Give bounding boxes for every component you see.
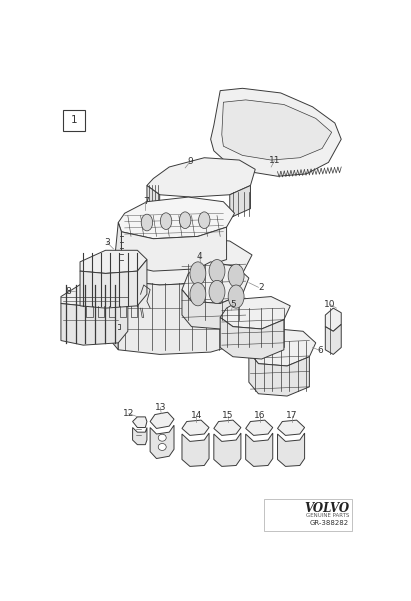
Ellipse shape bbox=[158, 444, 166, 450]
Polygon shape bbox=[326, 325, 341, 355]
Text: 9: 9 bbox=[187, 157, 193, 166]
Text: 12: 12 bbox=[123, 409, 134, 418]
Polygon shape bbox=[210, 88, 341, 176]
Circle shape bbox=[228, 285, 244, 308]
Polygon shape bbox=[277, 420, 305, 435]
Text: 3: 3 bbox=[104, 238, 110, 247]
Polygon shape bbox=[230, 186, 250, 218]
Polygon shape bbox=[61, 292, 128, 345]
Polygon shape bbox=[182, 420, 209, 435]
Polygon shape bbox=[147, 157, 255, 197]
Text: 6: 6 bbox=[318, 346, 323, 355]
Text: 2: 2 bbox=[259, 283, 264, 292]
Text: 8: 8 bbox=[65, 287, 71, 296]
Circle shape bbox=[228, 264, 244, 287]
Polygon shape bbox=[220, 317, 284, 359]
Polygon shape bbox=[133, 427, 147, 445]
Text: 4: 4 bbox=[197, 252, 202, 261]
Circle shape bbox=[209, 260, 225, 282]
Text: 10: 10 bbox=[324, 300, 336, 309]
Text: 15: 15 bbox=[222, 412, 234, 421]
Polygon shape bbox=[118, 197, 235, 239]
Polygon shape bbox=[214, 433, 241, 466]
Polygon shape bbox=[61, 282, 128, 306]
Polygon shape bbox=[122, 227, 226, 271]
Polygon shape bbox=[277, 433, 305, 466]
Polygon shape bbox=[109, 269, 118, 350]
Text: 7: 7 bbox=[143, 197, 149, 206]
Text: 1: 1 bbox=[71, 115, 77, 125]
Polygon shape bbox=[214, 420, 241, 435]
FancyBboxPatch shape bbox=[264, 499, 352, 531]
Polygon shape bbox=[182, 433, 209, 466]
Polygon shape bbox=[118, 273, 242, 355]
Circle shape bbox=[199, 212, 210, 228]
Polygon shape bbox=[80, 250, 147, 273]
Circle shape bbox=[180, 212, 191, 228]
Polygon shape bbox=[80, 260, 147, 308]
Circle shape bbox=[160, 213, 172, 230]
Polygon shape bbox=[220, 296, 290, 329]
Text: 11: 11 bbox=[269, 156, 280, 165]
Text: GR-388282: GR-388282 bbox=[310, 520, 349, 526]
Polygon shape bbox=[150, 426, 174, 459]
Polygon shape bbox=[109, 236, 252, 285]
FancyBboxPatch shape bbox=[63, 109, 85, 131]
Polygon shape bbox=[147, 186, 159, 218]
Polygon shape bbox=[182, 290, 242, 329]
Circle shape bbox=[190, 262, 206, 285]
Polygon shape bbox=[182, 262, 249, 304]
Text: 17: 17 bbox=[286, 412, 298, 421]
Circle shape bbox=[209, 280, 225, 304]
Ellipse shape bbox=[158, 435, 166, 441]
Circle shape bbox=[141, 214, 152, 231]
Polygon shape bbox=[246, 433, 273, 466]
Polygon shape bbox=[246, 420, 273, 435]
Polygon shape bbox=[326, 308, 341, 331]
Polygon shape bbox=[249, 352, 309, 396]
Text: 13: 13 bbox=[155, 403, 166, 412]
Text: 14: 14 bbox=[191, 412, 202, 421]
Text: GENUINE PARTS: GENUINE PARTS bbox=[306, 513, 349, 518]
Polygon shape bbox=[249, 329, 316, 366]
Polygon shape bbox=[150, 412, 174, 429]
Polygon shape bbox=[133, 417, 147, 427]
Text: 16: 16 bbox=[254, 412, 266, 421]
Polygon shape bbox=[115, 222, 122, 264]
Polygon shape bbox=[222, 100, 332, 160]
Circle shape bbox=[190, 282, 206, 306]
Text: 5: 5 bbox=[230, 300, 236, 309]
Text: VOLVO: VOLVO bbox=[304, 502, 349, 514]
